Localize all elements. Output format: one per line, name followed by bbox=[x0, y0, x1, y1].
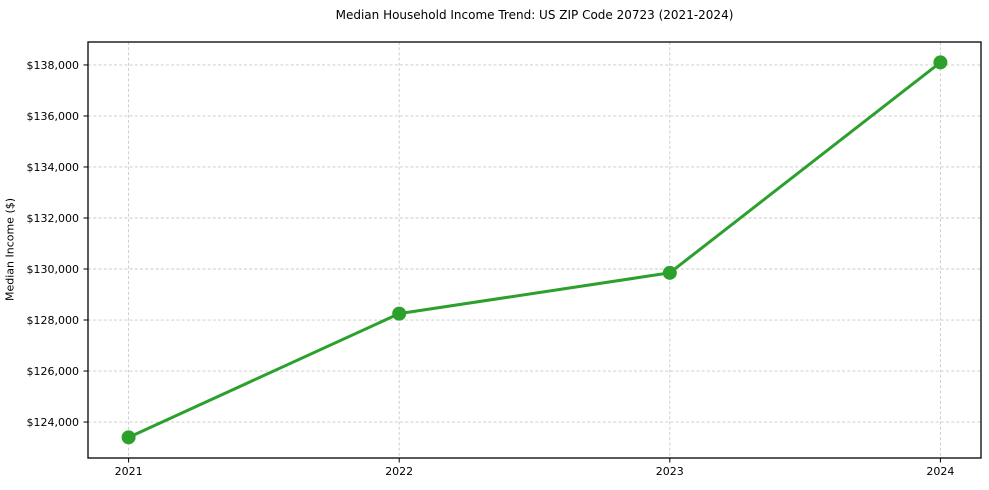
x-tick-label: 2023 bbox=[656, 465, 684, 478]
y-tick-label: $130,000 bbox=[27, 263, 80, 276]
y-tick-label: $128,000 bbox=[27, 314, 80, 327]
plot-border bbox=[87, 41, 982, 459]
y-tick-label: $132,000 bbox=[27, 212, 80, 225]
data-point-2024 bbox=[933, 55, 948, 70]
x-tick-label: 2024 bbox=[926, 465, 954, 478]
x-tick-label: 2022 bbox=[385, 465, 413, 478]
data-point-2021 bbox=[121, 430, 136, 445]
data-point-2023 bbox=[662, 265, 677, 280]
chart-title: Median Household Income Trend: US ZIP Co… bbox=[335, 8, 734, 22]
y-tick-label: $134,000 bbox=[27, 161, 80, 174]
y-axis-label: Median Income ($) bbox=[3, 197, 17, 302]
y-tick-label: $124,000 bbox=[27, 416, 80, 429]
x-tick-label: 2021 bbox=[115, 465, 143, 478]
data-point-2022 bbox=[392, 306, 407, 321]
y-tick-label: $138,000 bbox=[27, 59, 80, 72]
y-tick-label: $136,000 bbox=[27, 110, 80, 123]
y-tick-label: $126,000 bbox=[27, 365, 80, 378]
trend-line bbox=[127, 60, 942, 439]
